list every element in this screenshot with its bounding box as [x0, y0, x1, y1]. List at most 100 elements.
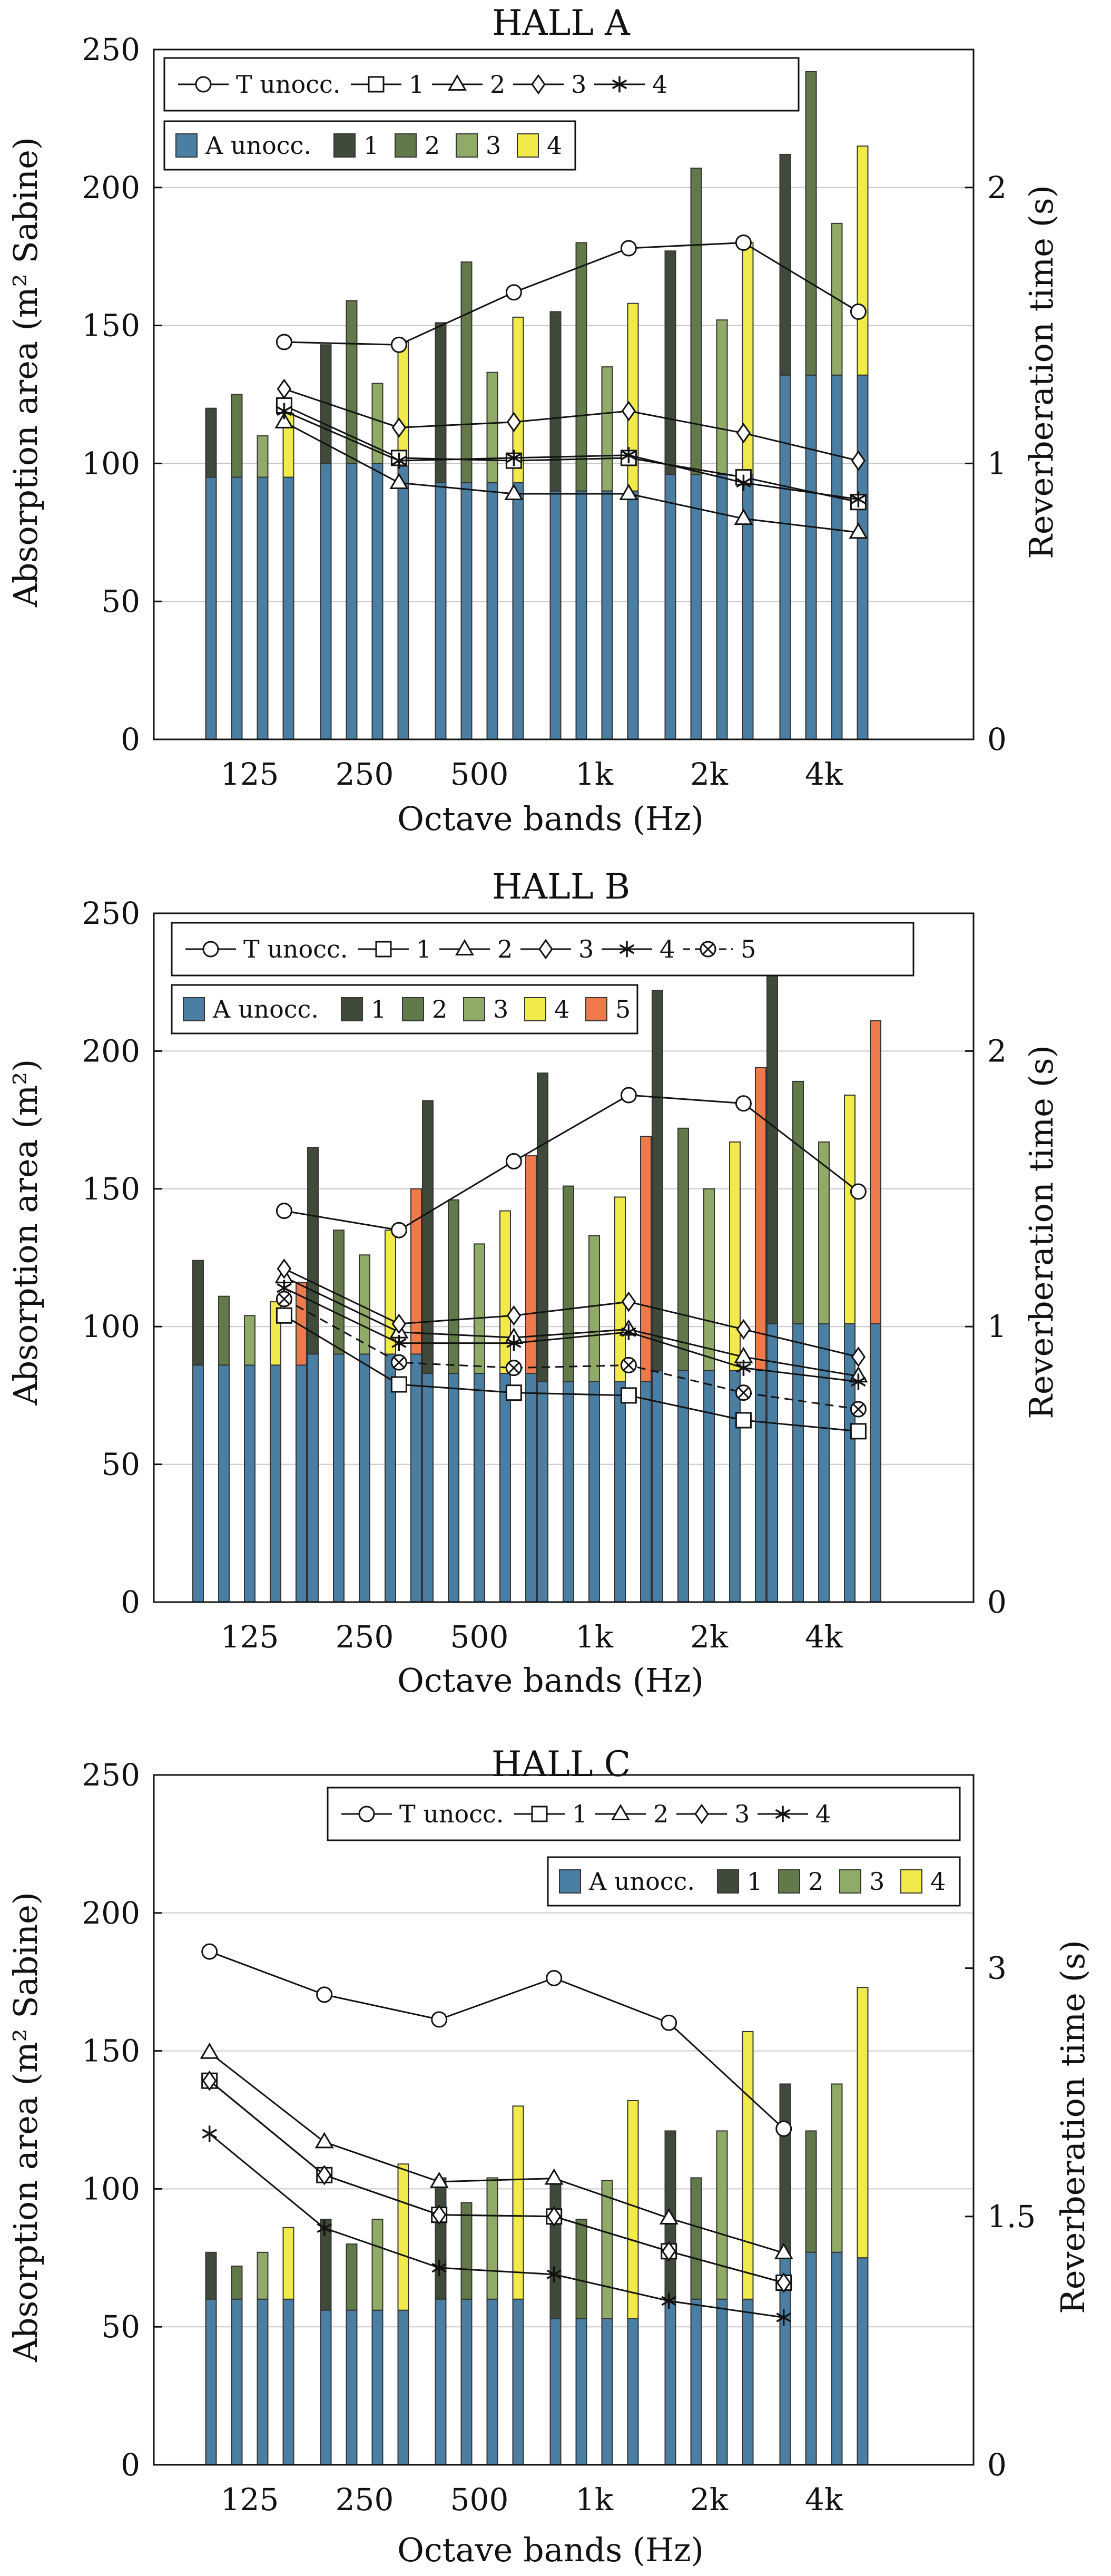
bar-a-unocc-1k [537, 1381, 548, 1603]
legend-entry-label: T unocc. [399, 1800, 504, 1828]
bar-a-unocc-500 [499, 1373, 511, 1603]
legend-marker-5-cross [702, 943, 714, 955]
line-3 [283, 388, 859, 462]
legend-swatch-3 [839, 1869, 861, 1894]
line-4 [283, 410, 859, 500]
point-4-250 [317, 2220, 332, 2237]
bar-a-unocc-250 [320, 463, 332, 740]
bar-a-unocc-4k [779, 374, 791, 740]
y2-tick-label: 1.5 [987, 2199, 1036, 2235]
legend-entry-label: 2 [808, 1867, 823, 1896]
bar-2-500 [448, 1199, 459, 1374]
bar-1-4k [779, 2083, 791, 2253]
point-Tunocc-125 [276, 1203, 292, 1219]
point-2-125 [200, 2042, 219, 2059]
bar-a-unocc-125 [231, 476, 243, 740]
bar-a-unocc-2k [755, 1370, 766, 1603]
bar-a-unocc-125 [282, 2298, 294, 2465]
line-Tunocc [209, 1950, 784, 2130]
x-axis-label: Octave bands (Hz) [397, 2531, 704, 2569]
legend-entry-label: 5 [615, 995, 631, 1023]
legend-swatch-4 [524, 997, 546, 1021]
legend-marker-2 [455, 939, 475, 955]
legend-marker-1 [531, 1806, 548, 1822]
legend-entry-label: T unocc. [243, 935, 348, 963]
legend-entry-label: 1 [747, 1867, 762, 1896]
bar-2-250 [333, 1230, 345, 1355]
point-Tunocc-1k [546, 1969, 563, 1986]
bar-a-unocc-250 [346, 463, 358, 740]
line-1 [283, 405, 859, 503]
legend-entry-label: 2 [425, 131, 440, 160]
point-3-4k [776, 2272, 791, 2293]
point-Tunocc-2k [661, 2014, 677, 2031]
bar-4-1k [627, 2100, 639, 2319]
bar-a-unocc-1k [563, 1381, 574, 1603]
point-1-250 [390, 1376, 407, 1393]
chart-title: HALL B [492, 866, 630, 907]
y-tick-label: 200 [82, 1033, 140, 1069]
legend-entry-label: 4 [652, 70, 667, 99]
bar-4-2k [742, 2031, 754, 2300]
x-axis-label: Octave bands (Hz) [397, 799, 704, 838]
y-tick-label: 0 [121, 1584, 140, 1620]
legend-marker-3 [538, 939, 553, 960]
legend-entry-label: 1 [363, 131, 379, 160]
bar-a-unocc-4k [766, 1323, 778, 1603]
bar-a-unocc-1k [575, 490, 587, 740]
bar-a-unocc-2k [664, 474, 676, 740]
point-4-4k [851, 1373, 866, 1390]
point-3-250 [317, 2164, 332, 2185]
legend-swatch-Aunocc [559, 1869, 581, 1894]
bar-a-unocc-125 [218, 1364, 230, 1603]
bar-1-1k [549, 311, 562, 492]
bar-a-unocc-250 [307, 1353, 319, 1603]
line-legend: T unocc. 1 2 3 4 [327, 1787, 961, 1841]
line-legend: T unocc. 1 2 3 4 [163, 57, 800, 112]
bar-a-unocc-500 [512, 482, 524, 740]
bar-a-unocc-1k [614, 1381, 626, 1603]
bar-a-unocc-2k [664, 2298, 676, 2465]
x-tick-label: 1k [575, 1619, 614, 1655]
point-Tunocc-4k [850, 1183, 867, 1200]
bar-a-unocc-1k [588, 1381, 600, 1603]
y2-axis-label: Reverberation time (s) [1022, 1045, 1060, 1419]
x-tick-label: 4k [805, 1619, 843, 1655]
bar-legend: A unocc. 1 2 3 4 5 [171, 984, 638, 1035]
bar-a-unocc-250 [410, 1353, 422, 1603]
bar-3-4k [818, 1141, 830, 1324]
point-4-250 [391, 452, 407, 469]
legend-marker-3 [694, 1803, 709, 1824]
bar-1-250 [307, 1147, 319, 1355]
bar-a-unocc-250 [333, 1353, 345, 1603]
y-axis-label: Absorption area (m² Sabine) [6, 137, 45, 608]
chart-title: HALL A [492, 3, 631, 43]
bar-a-unocc-250 [359, 1353, 370, 1603]
legend-swatch-1 [333, 133, 356, 158]
y-tick-label: 50 [101, 2309, 140, 2345]
bar-a-unocc-2k [703, 1370, 715, 1603]
point-3-500 [506, 1305, 522, 1326]
legend-marker-2 [447, 74, 467, 91]
bar-3-1k [601, 2180, 613, 2319]
bar-3-2k [716, 319, 728, 475]
line-1 [283, 1315, 859, 1432]
x-tick-label: 4k [805, 756, 843, 792]
bar-3-250 [371, 2218, 384, 2311]
bar-3-125 [244, 1315, 255, 1366]
legend-entry-label: 5 [741, 935, 756, 963]
point-Tunocc-250 [390, 336, 407, 353]
x-tick-label: 500 [450, 2482, 509, 2518]
y-tick-label: 100 [82, 445, 140, 481]
point-4-125 [202, 2125, 217, 2142]
bar-a-unocc-125 [296, 1364, 307, 1603]
point-4-1k [546, 2266, 562, 2283]
bar-4-250 [397, 341, 409, 467]
point-3-250 [391, 417, 407, 438]
y2-tick-label: 3 [987, 1950, 1007, 1986]
line-4 [209, 2133, 784, 2318]
y-tick-label: 150 [82, 2033, 140, 2069]
point-5-4k-cross [852, 1403, 864, 1416]
legend-marker-Tunocc [202, 941, 219, 958]
bar-3-250 [359, 1254, 370, 1355]
